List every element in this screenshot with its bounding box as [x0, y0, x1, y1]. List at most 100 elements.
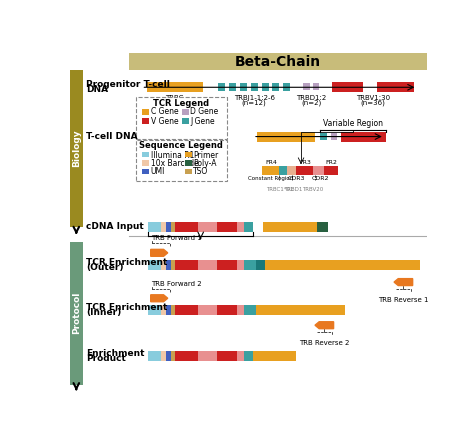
Text: T-cell DNA: T-cell DNA: [86, 132, 138, 141]
Bar: [303, 83, 310, 90]
Bar: [313, 83, 319, 90]
Text: FR3: FR3: [299, 160, 311, 165]
Text: Illumina R1: Illumina R1: [151, 150, 194, 160]
Text: TCR Legend: TCR Legend: [153, 99, 210, 108]
Text: Sequence Legend: Sequence Legend: [139, 142, 223, 150]
Polygon shape: [151, 249, 168, 256]
Bar: [147, 82, 202, 92]
Bar: [218, 351, 237, 361]
Bar: [244, 305, 256, 315]
Text: Beta-Chain: Beta-Chain: [235, 55, 321, 69]
Bar: [262, 166, 279, 175]
Bar: [313, 166, 324, 175]
Text: TRBC1*01: TRBC1*01: [265, 186, 293, 192]
Bar: [175, 351, 198, 361]
Bar: [218, 305, 237, 315]
Bar: [129, 53, 427, 70]
Bar: [244, 351, 253, 361]
Text: DNA: DNA: [86, 85, 109, 94]
Text: UMI: UMI: [151, 167, 165, 177]
Bar: [265, 260, 420, 270]
Text: CDR2: CDR2: [312, 176, 329, 181]
Text: FR4: FR4: [265, 160, 277, 165]
Bar: [142, 109, 149, 115]
Text: Progenitor T-cell: Progenitor T-cell: [86, 80, 170, 89]
Bar: [171, 305, 175, 315]
Bar: [263, 222, 317, 232]
Bar: [257, 132, 315, 142]
Text: TRBD1:2: TRBD1:2: [296, 95, 326, 101]
Bar: [148, 222, 161, 232]
Bar: [341, 132, 385, 142]
Bar: [185, 169, 192, 174]
Bar: [185, 152, 192, 158]
Bar: [161, 305, 166, 315]
Bar: [70, 242, 82, 384]
Bar: [171, 351, 175, 361]
Bar: [296, 166, 313, 175]
Bar: [377, 82, 414, 92]
Bar: [161, 222, 166, 232]
Bar: [218, 83, 225, 91]
Polygon shape: [394, 279, 413, 286]
Bar: [148, 351, 161, 361]
Text: (n=36): (n=36): [361, 100, 385, 106]
Text: TRB Reverse 2: TRB Reverse 2: [299, 340, 349, 346]
Bar: [70, 70, 82, 227]
Bar: [237, 222, 244, 232]
Text: TRBD1: TRBD1: [284, 186, 302, 192]
Text: (n=3): (n=3): [164, 100, 185, 106]
Bar: [166, 222, 171, 232]
Bar: [175, 260, 198, 270]
Text: TRBV1:30: TRBV1:30: [356, 95, 390, 101]
Bar: [256, 260, 265, 270]
Bar: [185, 161, 192, 166]
Text: Protocol: Protocol: [72, 292, 81, 335]
Text: Product: Product: [86, 354, 126, 363]
Bar: [171, 222, 175, 232]
Bar: [256, 305, 345, 315]
Text: Enrichment: Enrichment: [86, 349, 145, 358]
Bar: [175, 305, 198, 315]
Bar: [237, 351, 244, 361]
Text: Poly-A: Poly-A: [193, 159, 217, 168]
Bar: [182, 109, 189, 115]
Bar: [166, 305, 171, 315]
Bar: [166, 260, 171, 270]
Bar: [198, 351, 218, 361]
Bar: [142, 152, 149, 158]
Text: (Outer): (Outer): [86, 263, 124, 272]
Text: V Gene: V Gene: [151, 117, 178, 125]
Bar: [198, 305, 218, 315]
Text: Primer: Primer: [193, 150, 219, 160]
Bar: [148, 305, 161, 315]
Text: TRB Reverse 1: TRB Reverse 1: [378, 297, 428, 303]
Text: Variable Region: Variable Region: [323, 119, 383, 129]
Bar: [142, 118, 149, 124]
Bar: [161, 351, 166, 361]
Bar: [171, 260, 175, 270]
Text: TRB Forward 2: TRB Forward 2: [151, 281, 201, 287]
Bar: [319, 133, 328, 140]
Text: (n=12): (n=12): [242, 100, 266, 106]
Bar: [182, 118, 189, 124]
Text: J Gene: J Gene: [190, 117, 215, 125]
Bar: [142, 169, 149, 174]
Bar: [330, 133, 337, 140]
Text: (Inner): (Inner): [86, 308, 122, 317]
Bar: [198, 260, 218, 270]
Bar: [148, 260, 161, 270]
Text: TCR Enrichment: TCR Enrichment: [86, 258, 168, 267]
Bar: [287, 166, 296, 175]
Bar: [237, 260, 244, 270]
Bar: [332, 82, 363, 92]
FancyBboxPatch shape: [136, 97, 227, 139]
Bar: [218, 222, 237, 232]
Text: cDNA Input: cDNA Input: [86, 222, 144, 231]
Bar: [273, 83, 279, 91]
Text: 10x Barcode: 10x Barcode: [151, 159, 199, 168]
FancyBboxPatch shape: [136, 140, 227, 181]
Bar: [244, 222, 253, 232]
Text: C Gene: C Gene: [151, 107, 178, 117]
Bar: [262, 83, 268, 91]
